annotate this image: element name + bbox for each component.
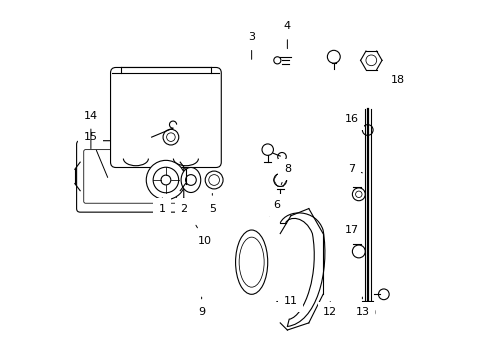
Text: 2: 2 — [180, 198, 187, 213]
Circle shape — [365, 55, 376, 66]
Ellipse shape — [239, 237, 264, 287]
Text: 18: 18 — [390, 75, 405, 85]
Circle shape — [205, 171, 223, 189]
Circle shape — [163, 129, 179, 145]
Circle shape — [364, 309, 370, 316]
Text: 8: 8 — [281, 164, 290, 185]
Text: 3: 3 — [247, 32, 255, 59]
Text: 6: 6 — [269, 200, 280, 216]
Circle shape — [166, 133, 175, 141]
Circle shape — [161, 175, 170, 185]
Ellipse shape — [181, 167, 201, 193]
Circle shape — [326, 50, 340, 63]
Circle shape — [273, 57, 281, 64]
Circle shape — [378, 289, 388, 300]
Circle shape — [362, 125, 372, 135]
Circle shape — [185, 175, 196, 185]
FancyBboxPatch shape — [83, 150, 176, 203]
Circle shape — [360, 305, 374, 319]
Text: 7: 7 — [347, 164, 362, 174]
Circle shape — [262, 144, 273, 156]
Text: 14: 14 — [83, 111, 98, 149]
Text: 16: 16 — [344, 114, 359, 124]
Ellipse shape — [235, 230, 267, 294]
Text: 12: 12 — [323, 301, 337, 317]
Circle shape — [277, 153, 285, 161]
Circle shape — [273, 174, 286, 186]
Text: 11: 11 — [276, 296, 297, 306]
Text: 13: 13 — [355, 297, 368, 317]
Text: 17: 17 — [344, 225, 359, 235]
Circle shape — [355, 191, 361, 198]
Text: 9: 9 — [198, 297, 205, 317]
Circle shape — [146, 160, 185, 200]
FancyBboxPatch shape — [77, 141, 183, 212]
Text: 5: 5 — [208, 193, 215, 213]
Text: 15: 15 — [84, 132, 107, 177]
Circle shape — [153, 167, 178, 193]
Text: 4: 4 — [283, 21, 290, 49]
Circle shape — [352, 188, 365, 201]
Text: 10: 10 — [196, 225, 212, 246]
FancyBboxPatch shape — [110, 67, 221, 167]
Circle shape — [208, 175, 219, 185]
Text: 1: 1 — [159, 198, 165, 213]
Circle shape — [352, 245, 365, 258]
